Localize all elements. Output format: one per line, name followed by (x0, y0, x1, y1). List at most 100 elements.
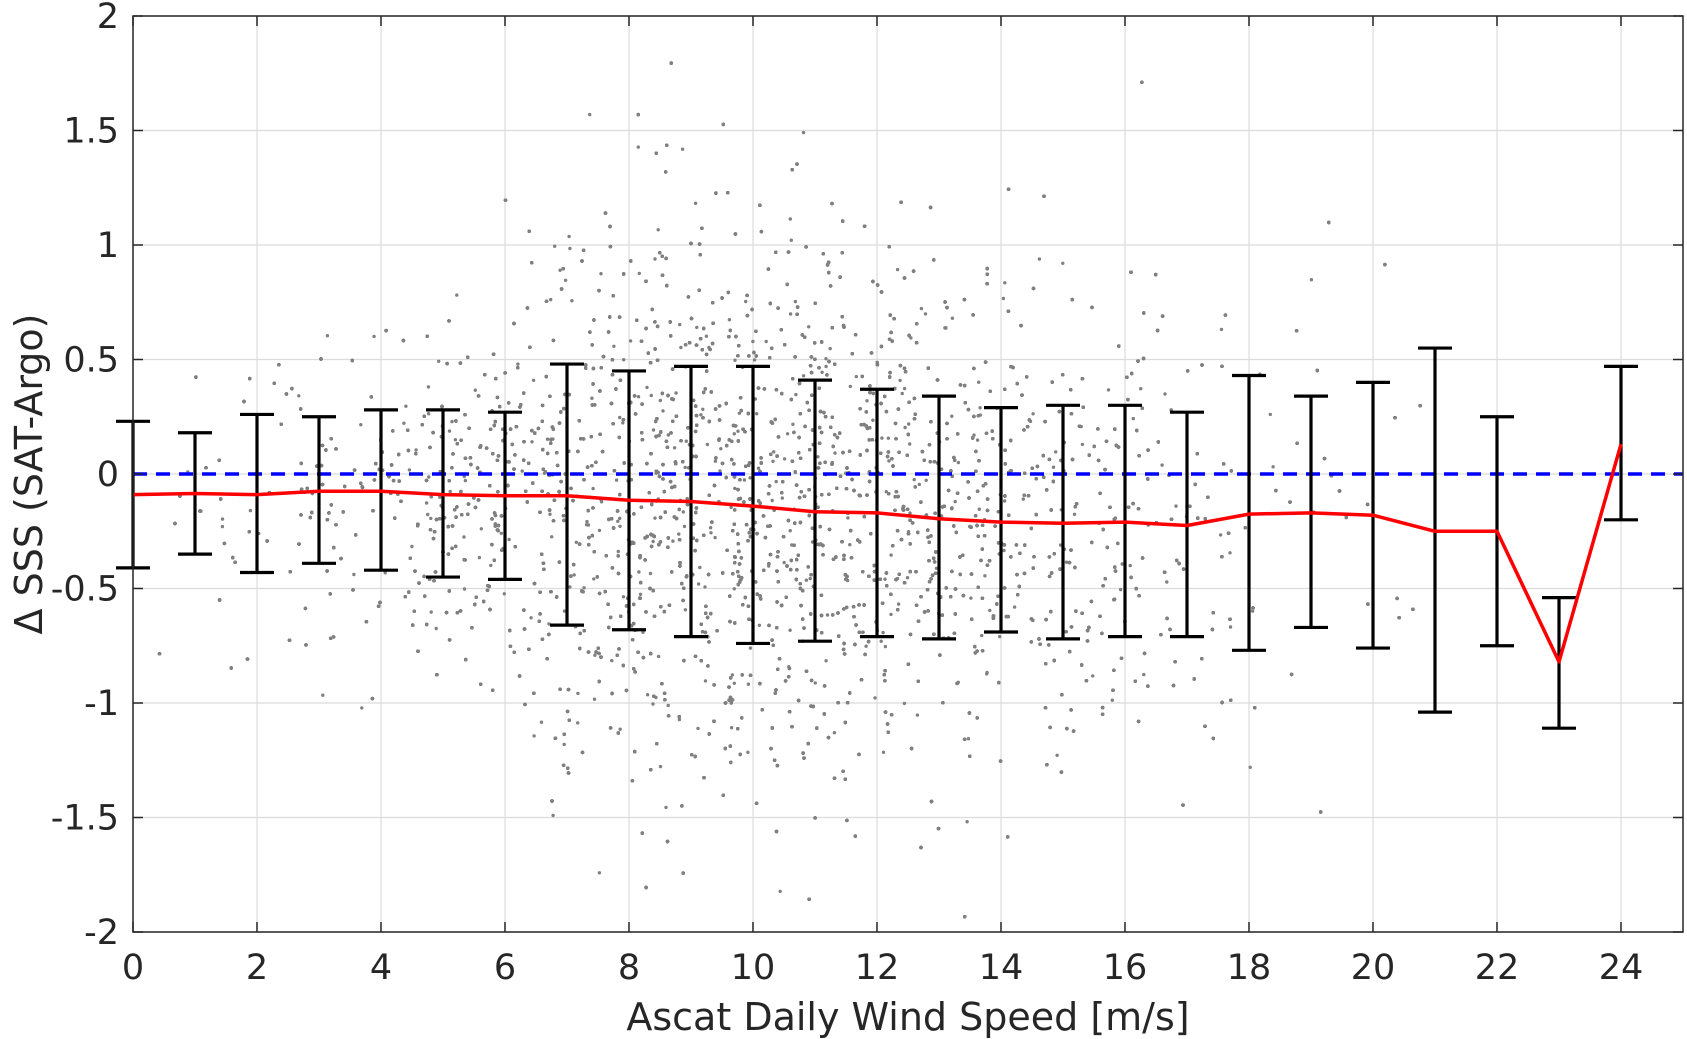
scatter-point (1250, 609, 1255, 613)
scatter-point (1001, 296, 1006, 301)
scatter-point (1128, 563, 1132, 568)
scatter-point (772, 450, 776, 454)
scatter-point (695, 325, 699, 330)
scatter-point (597, 528, 602, 533)
scatter-point (977, 507, 981, 511)
scatter-point (618, 727, 622, 731)
scatter-point (549, 297, 553, 302)
scatter-point (1031, 412, 1035, 416)
scatter-point (703, 585, 707, 589)
scatter-point (902, 386, 907, 391)
scatter-point (744, 299, 748, 304)
scatter-point (1271, 465, 1275, 469)
scatter-point (614, 478, 619, 482)
scatter-point (1219, 327, 1224, 332)
scatter-point (621, 421, 625, 425)
scatter-point (653, 257, 657, 261)
scatter-point (1061, 261, 1065, 265)
scatter-point (789, 238, 793, 242)
scatter-point (618, 415, 622, 420)
scatter-point (684, 439, 688, 443)
scatter-point (593, 653, 597, 657)
scatter-point (448, 489, 452, 494)
scatter-point (682, 524, 687, 529)
scatter-point (651, 702, 655, 706)
scatter-point (568, 246, 572, 251)
scatter-point (788, 628, 792, 632)
scatter-point (383, 571, 387, 575)
scatter-point (788, 312, 793, 316)
scatter-point (572, 573, 576, 577)
scatter-point (651, 428, 656, 432)
scatter-point (774, 479, 778, 484)
scatter-point (924, 478, 928, 482)
scatter-point (718, 469, 722, 473)
scatter-point (532, 734, 536, 738)
scatter-point (1002, 548, 1006, 553)
scatter-point (463, 478, 468, 483)
scatter-point (879, 639, 883, 643)
scatter-point (780, 496, 784, 500)
scatter-point (864, 644, 868, 648)
scatter-point (664, 805, 668, 810)
scatter-point (727, 318, 732, 322)
scatter-point (586, 523, 591, 527)
scatter-point (1003, 281, 1007, 285)
scatter-point (1120, 562, 1124, 566)
scatter-point (813, 681, 817, 685)
scatter-point (649, 393, 653, 398)
scatter-point (801, 130, 806, 135)
scatter-point (658, 398, 662, 403)
scatter-point (321, 693, 325, 697)
scatter-point (825, 613, 830, 617)
scatter-point (588, 112, 592, 117)
scatter-point (966, 737, 971, 741)
scatter-point (473, 388, 477, 392)
scatter-point (871, 418, 875, 422)
scatter-point (756, 466, 761, 470)
scatter-point (708, 526, 713, 530)
scatter-point (969, 596, 973, 600)
scatter-point (905, 576, 910, 580)
scatter-point (934, 566, 939, 570)
scatter-point (404, 404, 408, 408)
scatter-point (539, 720, 544, 724)
scatter-point (977, 380, 981, 384)
scatter-point (641, 630, 645, 634)
scatter-point (426, 412, 431, 416)
scatter-point (848, 543, 852, 547)
scatter-point (1248, 765, 1252, 769)
scatter-point (553, 244, 557, 248)
scatter-point (701, 407, 705, 411)
scatter-point (516, 362, 520, 366)
scatter-point (919, 306, 924, 311)
scatter-point (782, 457, 787, 461)
scatter-point (1268, 412, 1273, 417)
scatter-point (590, 396, 594, 400)
scatter-point (450, 419, 454, 424)
scatter-point (832, 731, 837, 735)
scatter-point (681, 510, 685, 514)
scatter-point (895, 267, 900, 272)
scatter-point (558, 268, 562, 272)
scatter-point (950, 316, 955, 320)
scatter-point (372, 334, 376, 339)
scatter-point (447, 429, 452, 433)
scatter-point (898, 378, 902, 383)
scatter-point (653, 516, 657, 520)
scatter-point (610, 658, 614, 663)
scatter-point (429, 516, 433, 521)
scatter-point (683, 465, 687, 470)
scatter-point (880, 436, 884, 440)
scatter-point (1091, 674, 1095, 678)
scatter-point (352, 572, 356, 577)
scatter-point (950, 414, 954, 418)
scatter-point (900, 391, 904, 396)
scatter-point (742, 478, 747, 482)
scatter-point (953, 499, 957, 504)
scatter-point (696, 582, 701, 586)
scatter-point (732, 681, 736, 685)
scatter-point (908, 511, 912, 515)
scatter-point (576, 691, 580, 696)
